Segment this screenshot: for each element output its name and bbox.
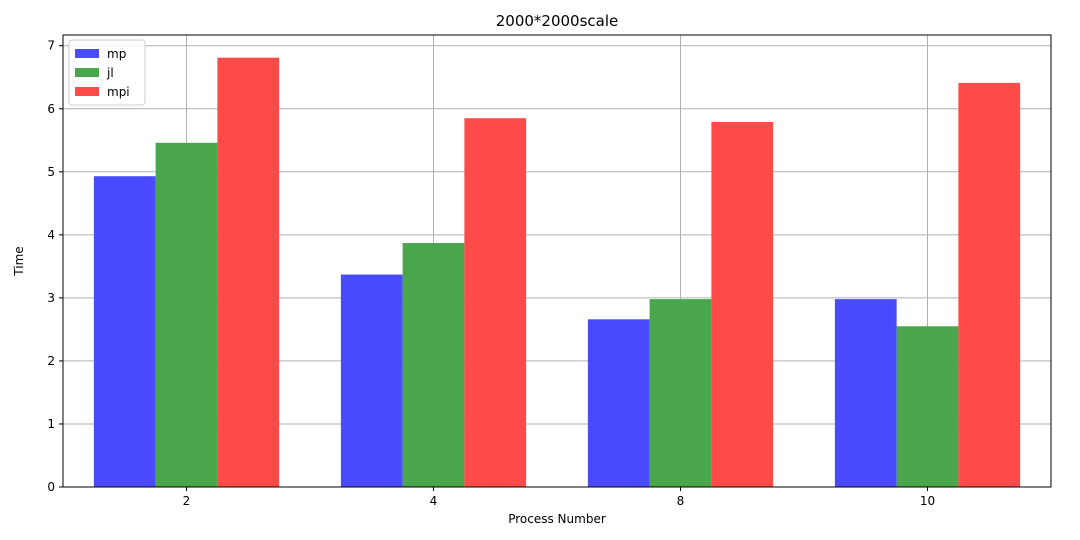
bar-jl-4	[402, 243, 465, 487]
plot-frame	[62, 34, 1052, 488]
legend-swatch-mpi	[75, 87, 99, 96]
bar-mpi-10	[958, 82, 1021, 487]
legend-swatch-jl	[75, 68, 99, 77]
chart-title: 2000*2000scale	[496, 12, 619, 30]
y-tick-label: 7	[47, 39, 55, 53]
x-tick-label: 10	[920, 494, 935, 508]
legend-label-jl: jl	[106, 66, 114, 80]
y-tick-label: 0	[47, 480, 55, 494]
y-axis-title: Time	[12, 246, 26, 276]
bar-jl-2	[155, 142, 218, 487]
y-tick-label: 6	[47, 102, 55, 116]
x-tick-label: 8	[677, 494, 685, 508]
bar-mpi-2	[217, 57, 280, 488]
bar-mpi-8	[711, 121, 774, 487]
bar-mp-10	[834, 299, 897, 487]
bar-jl-8	[649, 299, 712, 487]
x-tick-label: 2	[183, 494, 191, 508]
bar-mp-4	[340, 274, 403, 487]
legend-swatch-mp	[75, 49, 99, 58]
y-tick-label: 5	[47, 165, 55, 179]
axes	[62, 34, 1052, 488]
y-tick-labels: 0 1 2 3 4 5 6 7	[47, 39, 63, 494]
x-axis-title: Process Number	[508, 512, 606, 526]
x-tick-label: 4	[430, 494, 438, 508]
bar-mp-2	[93, 176, 156, 487]
y-tick-label: 3	[47, 291, 55, 305]
y-tick-label: 1	[47, 417, 55, 431]
bar-mp-8	[587, 319, 650, 487]
bar-mpi-4	[464, 118, 527, 488]
y-tick-label: 2	[47, 354, 55, 368]
bar-jl-10	[896, 326, 959, 487]
legend-label-mpi: mpi	[107, 85, 130, 99]
legend: mp jl mpi	[68, 39, 146, 106]
bars	[93, 57, 1021, 488]
y-tick-label: 4	[47, 228, 55, 242]
legend-label-mp: mp	[107, 47, 126, 61]
x-tick-labels: 2 4 8 10	[183, 487, 935, 508]
